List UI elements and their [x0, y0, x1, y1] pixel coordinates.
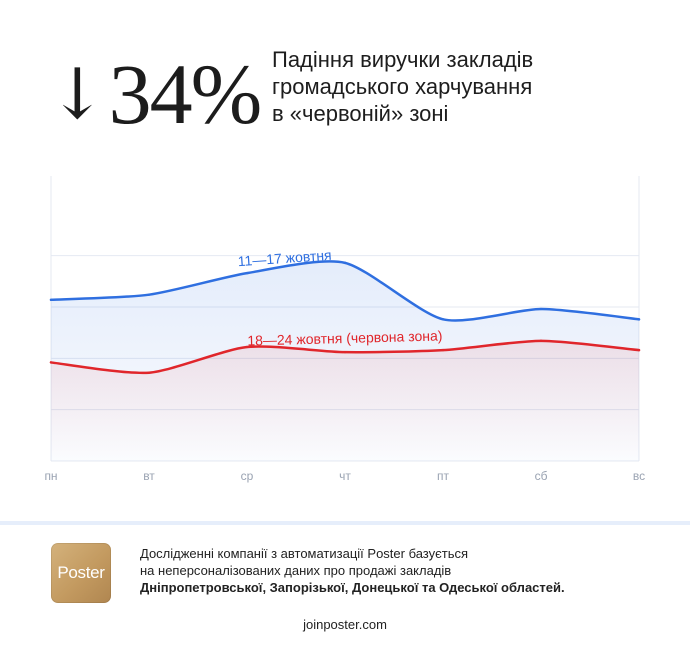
x-tick-label-2: ср [241, 469, 254, 483]
footer-description: Дослідженні компанії з автоматизації Pos… [140, 545, 660, 596]
title-line-2: громадського харчування [272, 74, 533, 99]
series-area-1 [51, 340, 639, 461]
poster-logo: Poster [51, 543, 111, 603]
x-tick-label-5: сб [535, 469, 548, 483]
series-0-point-4 [441, 318, 445, 321]
x-tick-label-0: пн [44, 469, 57, 483]
series-0-point-0 [49, 298, 53, 302]
series-0-point-2 [245, 271, 249, 275]
x-tick-label-1: вт [143, 469, 155, 483]
series-1-point-2 [245, 345, 249, 349]
footer-divider [0, 521, 690, 525]
series-label-0: 11—17 жовтня [237, 247, 332, 270]
series-1-point-5 [539, 339, 543, 343]
x-tick-label-6: вс [633, 469, 645, 483]
series-0-point-6 [637, 318, 641, 321]
series-1-point-4 [441, 348, 445, 352]
footer-line-3: Дніпропетровської, Запорізької, Донецько… [140, 580, 565, 595]
chart-title: Падіння виручки закладів громадського ха… [272, 46, 652, 127]
series-1-point-0 [49, 361, 53, 364]
series-0-point-3 [343, 261, 347, 265]
series-0-point-1 [147, 293, 151, 296]
x-tick-label-3: чт [339, 469, 351, 483]
arrow-down-icon: ↓ [48, 53, 107, 135]
series-1-point-1 [147, 371, 151, 374]
series-0-point-5 [539, 307, 543, 311]
headline-percent: 34% [108, 46, 263, 142]
footer-line-2: на неперсоналізованих даних про продажі … [140, 563, 452, 578]
x-tick-label-4: пт [437, 469, 449, 483]
series-1-point-3 [343, 350, 347, 354]
series-label-1: 18—24 жовтня (червона зона) [247, 327, 443, 348]
series-1-point-6 [637, 348, 641, 352]
title-line-1: Падіння виручки закладів [272, 47, 534, 72]
website-link[interactable]: joinposter.com [303, 617, 387, 632]
logo-text: Poster [57, 563, 105, 582]
footer-line-1: Дослідженні компанії з автоматизації Pos… [140, 546, 469, 561]
title-line-3: в «червоній» зоні [272, 101, 449, 126]
headline: ↓ 34% [48, 44, 263, 144]
